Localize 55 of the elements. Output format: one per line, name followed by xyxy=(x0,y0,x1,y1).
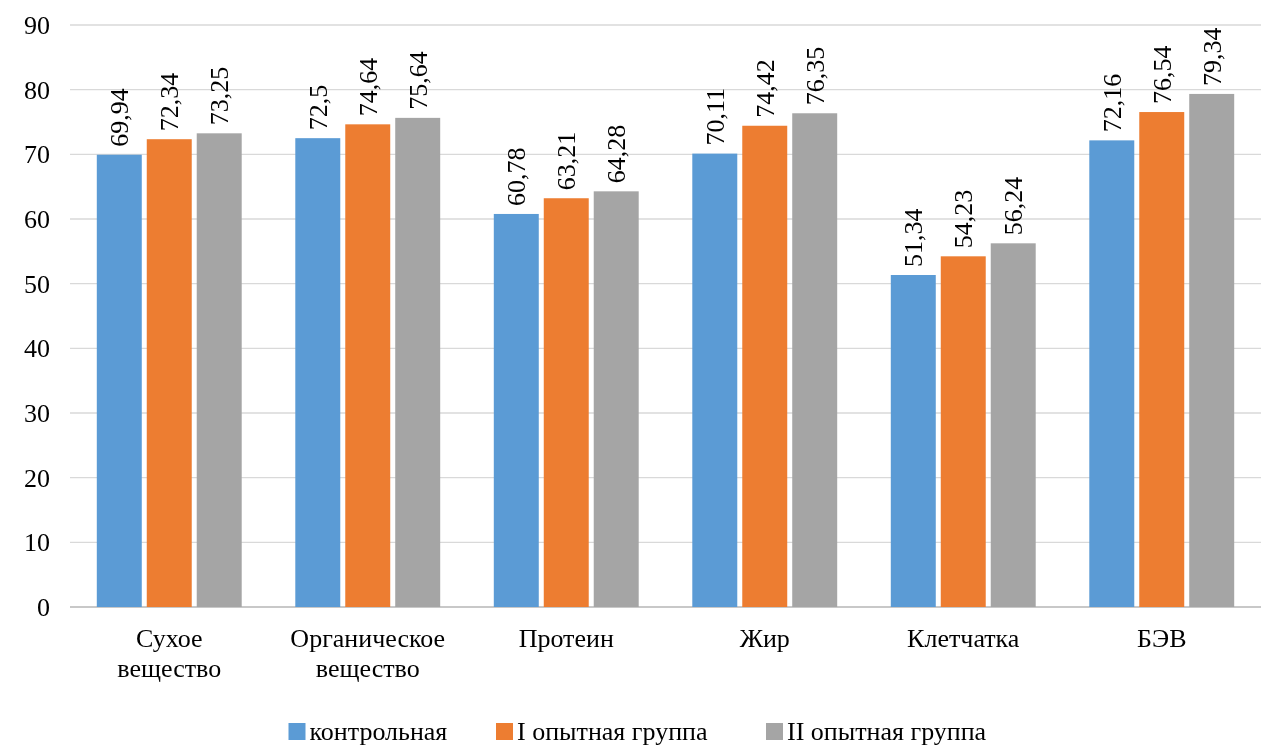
data-label: 64,28 xyxy=(602,124,632,184)
y-tick-label: 10 xyxy=(24,528,50,558)
y-tick-label: 70 xyxy=(24,140,50,170)
bar xyxy=(1189,93,1235,607)
bar xyxy=(196,133,242,607)
data-label: 60,78 xyxy=(502,147,532,206)
y-tick-label: 80 xyxy=(24,75,50,105)
x-tick-label: БЭВ xyxy=(1137,624,1187,653)
bar xyxy=(692,153,738,607)
bar xyxy=(493,213,539,607)
x-tick-label: Сухое вещество xyxy=(117,624,222,683)
data-label: 54,23 xyxy=(949,189,979,249)
y-tick-label: 40 xyxy=(24,334,50,364)
data-label: 69,94 xyxy=(105,88,135,147)
bar xyxy=(146,139,192,607)
bar xyxy=(1089,140,1135,607)
data-label: 74,42 xyxy=(750,59,780,118)
bar xyxy=(742,125,788,607)
bar xyxy=(792,113,838,607)
data-label: 70,11 xyxy=(700,88,730,146)
y-tick-label: 90 xyxy=(24,11,50,41)
legend-label: контрольная xyxy=(309,717,448,746)
x-tick-label: Органическое вещество xyxy=(290,624,446,683)
y-tick-label: 50 xyxy=(24,269,50,299)
x-tick-label: Жир xyxy=(739,624,790,653)
bar xyxy=(890,275,936,607)
data-label: 72,34 xyxy=(155,72,185,132)
x-tick-label: Протеин xyxy=(518,624,614,653)
data-label: 72,16 xyxy=(1097,73,1127,133)
y-tick-label: 60 xyxy=(24,205,50,235)
data-label: 76,54 xyxy=(1147,45,1177,105)
data-label: 76,35 xyxy=(800,46,830,106)
data-label: 75,64 xyxy=(403,51,433,110)
y-tick-label: 20 xyxy=(24,463,50,493)
x-tick-label: Клетчатка xyxy=(907,624,1020,653)
legend-label: I опытная группа xyxy=(517,717,708,746)
data-label: 79,34 xyxy=(1197,27,1227,86)
bar xyxy=(1139,112,1185,607)
bar xyxy=(395,117,441,607)
data-label: 63,21 xyxy=(552,131,582,191)
bar xyxy=(96,154,142,607)
bar xyxy=(543,198,589,607)
bar xyxy=(593,191,639,607)
legend-label: II опытная группа xyxy=(787,717,987,746)
data-label: 51,34 xyxy=(899,208,929,267)
bar xyxy=(345,124,391,607)
data-label: 74,64 xyxy=(353,57,383,117)
bar xyxy=(940,256,986,607)
y-tick-label: 30 xyxy=(24,399,50,429)
data-label: 73,25 xyxy=(205,66,235,126)
bar xyxy=(990,243,1036,607)
data-label: 56,24 xyxy=(999,176,1029,236)
data-label: 72,5 xyxy=(303,84,333,131)
y-tick-label: 0 xyxy=(37,593,50,623)
bar xyxy=(295,138,341,607)
